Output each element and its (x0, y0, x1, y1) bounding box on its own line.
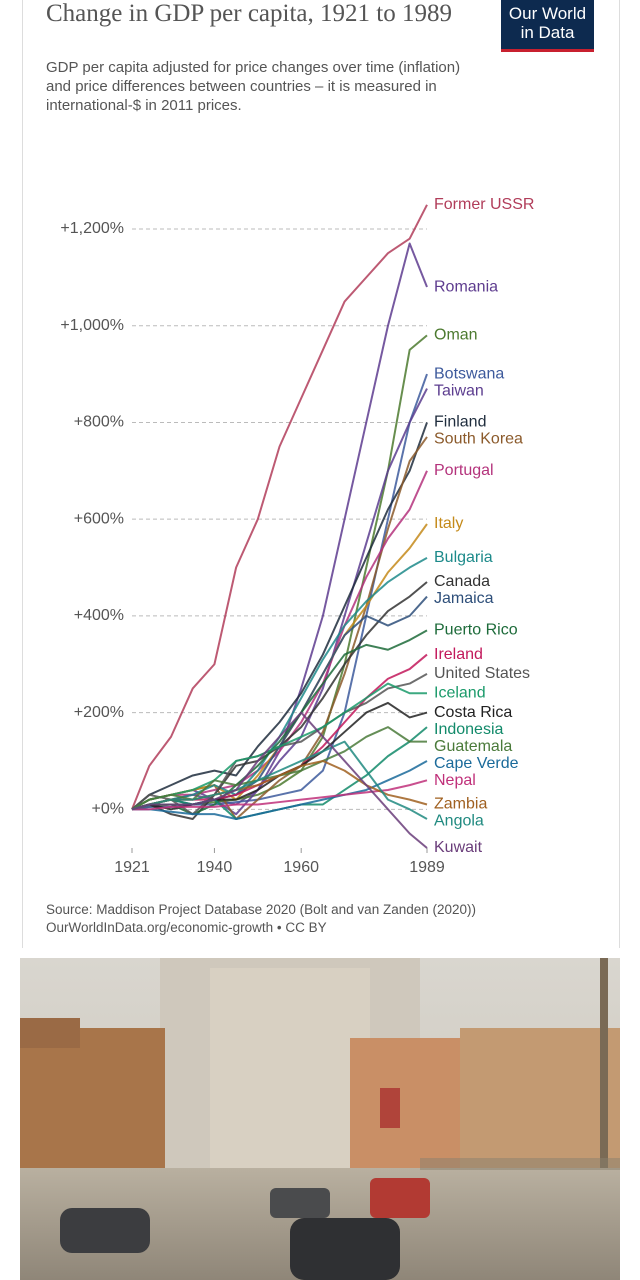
y-tick-label: +0% (92, 801, 124, 818)
series-line (131, 523, 428, 811)
series-line (131, 470, 428, 811)
x-tick-label: 1940 (197, 859, 233, 876)
legend-label: Botswana (434, 365, 504, 382)
y-tick-label: +1,200% (60, 220, 124, 237)
legend-label: Romania (434, 278, 498, 295)
series-line (131, 373, 428, 811)
chart-subtitle: GDP per capita adjusted for price change… (46, 59, 461, 114)
legend-label: Italy (434, 515, 463, 532)
series-line (131, 595, 428, 811)
legend-label: Iceland (434, 684, 486, 701)
legend-label: Zambia (434, 796, 487, 813)
legend-label: Finland (434, 414, 486, 431)
chart-title: Change in GDP per capita, 1921 to 1989 (46, 0, 452, 27)
legend-label: United States (434, 665, 530, 682)
x-tick-label: 1921 (114, 859, 150, 876)
logo[interactable]: Our World in Data (501, 0, 594, 52)
legend-label: Oman (434, 327, 478, 344)
legend-label: Former USSR (434, 196, 534, 213)
y-tick-label: +1,000% (60, 317, 124, 334)
y-tick-label: +200% (74, 704, 124, 721)
source-link[interactable]: OurWorldInData.org/economic-growth • CC … (46, 920, 327, 935)
series-line (131, 204, 428, 810)
x-tick-label: 1989 (409, 859, 445, 876)
series-line (131, 711, 428, 849)
legend-label: Costa Rica (434, 704, 512, 721)
series-line (132, 760, 428, 820)
legend-label: Angola (434, 813, 484, 830)
series-line (131, 422, 428, 811)
series-line (131, 682, 427, 811)
legend-label: South Korea (434, 431, 523, 448)
painting (20, 958, 620, 1280)
series-line (131, 740, 428, 820)
legend-label: Portugal (434, 462, 494, 479)
legend-label: Guatemala (434, 738, 512, 755)
y-tick-label: +800% (74, 414, 124, 431)
y-tick-label: +400% (74, 607, 124, 624)
legend-label: Taiwan (434, 382, 484, 399)
chart: +0% +200% +400% +600% +800% +1,000% +1,200% 192… (60, 196, 534, 876)
source-text: Source: Maddison Project Database 2020 (… (46, 902, 477, 917)
legend-label: Puerto Rico (434, 622, 518, 639)
x-tick-label: 1960 (283, 859, 319, 876)
legend-label: Kuwait (434, 839, 483, 856)
legend-label: Indonesia (434, 721, 503, 738)
legend-label: Canada (434, 573, 490, 590)
legend-label: Ireland (434, 646, 483, 663)
y-tick-label: +600% (74, 510, 124, 527)
legend-label: Nepal (434, 772, 476, 789)
source: Source: Maddison Project Database 2020 (… (46, 901, 476, 937)
legend-label: Cape Verde (434, 755, 519, 772)
chart-card (22, 0, 620, 948)
legend-label: Bulgaria (434, 549, 493, 566)
legend-label: Jamaica (434, 590, 494, 607)
series-line (131, 726, 427, 811)
